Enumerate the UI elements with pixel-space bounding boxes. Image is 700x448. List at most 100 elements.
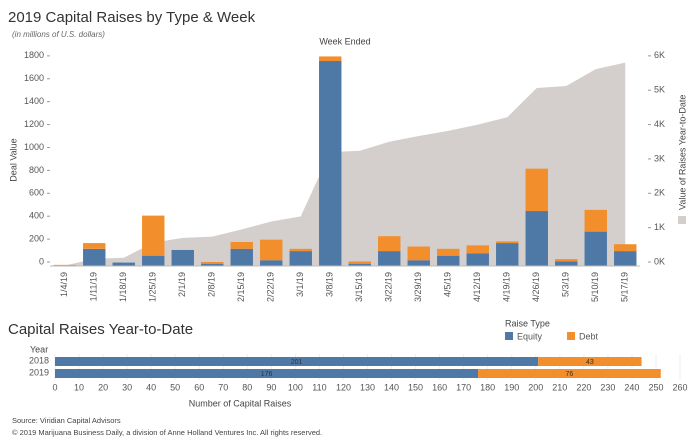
x-tick-label: 3/15/19 <box>354 272 364 302</box>
x-tick-label: 5/10/19 <box>590 272 600 302</box>
bar-segment <box>555 261 578 266</box>
chart-title: Capital Raises Year-to-Date <box>8 321 193 338</box>
x-tick-label: 3/1/19 <box>295 272 305 297</box>
x-axis-title: Week Ended <box>319 36 370 46</box>
x-tick-label: 260 <box>672 382 687 392</box>
y-tick-label: 2018 <box>29 355 49 365</box>
y-tick-label: 1200 <box>24 119 44 129</box>
x-tick-label: 2/1/19 <box>177 272 187 297</box>
data-label: 43 <box>586 359 594 366</box>
x-tick-label: 2/8/19 <box>207 272 217 297</box>
source-note: Source: Viridian Capital Advisors <box>12 416 121 425</box>
x-tick-label: 220 <box>576 382 591 392</box>
bar-segment <box>55 357 539 366</box>
chart-title: 2019 Capital Raises by Type & Week <box>8 9 256 26</box>
y2-tick-label: 6K <box>654 50 665 60</box>
x-tick-label: 160 <box>432 382 447 392</box>
legend-swatch <box>567 332 575 340</box>
x-tick-label: 50 <box>170 382 180 392</box>
bar-segment <box>525 211 548 266</box>
bar-segment <box>260 260 283 266</box>
bar-segment <box>260 239 283 261</box>
y-tick-label: 2019 <box>29 367 49 377</box>
bar-segment <box>83 243 106 249</box>
x-tick-label: 190 <box>504 382 519 392</box>
x-tick-label: 5/3/19 <box>561 272 571 297</box>
y2-tick-label: 3K <box>654 153 665 163</box>
x-tick-label: 2/15/19 <box>236 272 246 302</box>
bar-segment <box>437 248 460 256</box>
x-tick-label: 90 <box>266 382 276 392</box>
y-tick-label: 1800 <box>24 50 44 60</box>
x-tick-label: 4/12/19 <box>472 272 482 302</box>
y-tick-label: 0 <box>39 256 44 266</box>
y-tick-label: 600 <box>29 188 44 198</box>
x-tick-label: 240 <box>624 382 639 392</box>
bar-segment <box>230 241 253 249</box>
bar-segment <box>614 251 637 266</box>
y2-tick-label: 4K <box>654 119 665 129</box>
bar-segment <box>348 263 371 266</box>
bar-segment <box>466 253 489 266</box>
legend-swatch <box>678 216 686 224</box>
x-tick-label: 1/11/19 <box>89 272 99 301</box>
x-tick-label: 110 <box>312 382 326 392</box>
x-tick-label: 2/22/19 <box>266 272 276 302</box>
x-tick-label: 40 <box>146 382 156 392</box>
x-tick-label: 70 <box>218 382 228 392</box>
data-label: 176 <box>261 371 273 378</box>
x-tick-label: 10 <box>74 382 84 392</box>
y2-tick-label: 0K <box>654 256 665 266</box>
bar-segment <box>319 56 342 62</box>
bar-segment <box>478 369 661 378</box>
bar-segment <box>112 262 135 266</box>
bar-segment <box>584 231 607 266</box>
x-tick-label: 150 <box>408 382 423 392</box>
x-tick-label: 80 <box>242 382 252 392</box>
bar-segment <box>496 243 519 266</box>
bar-segment <box>525 168 548 212</box>
bar-segment <box>201 261 224 264</box>
x-tick-label: 180 <box>480 382 495 392</box>
bar-segment <box>53 264 76 266</box>
x-tick-label: 4/5/19 <box>443 272 453 297</box>
x-tick-label: 4/19/19 <box>502 272 512 302</box>
y-tick-label: 1400 <box>24 96 44 106</box>
bar-segment <box>407 246 430 261</box>
area <box>64 62 626 266</box>
x-tick-label: 120 <box>336 382 351 392</box>
x-tick-label: 1/4/19 <box>59 272 69 297</box>
bar-segment <box>289 248 312 252</box>
bar-segment <box>142 255 165 266</box>
bar-segment <box>555 259 578 262</box>
legend-label: Debt <box>579 331 599 341</box>
x-tick-label: 0 <box>52 382 57 392</box>
x-tick-label: 3/22/19 <box>384 272 394 302</box>
x-tick-label: 3/29/19 <box>413 272 423 302</box>
x-tick-label: 60 <box>194 382 204 392</box>
x-tick-label: 130 <box>360 382 375 392</box>
x-tick-label: 1/25/19 <box>148 272 158 302</box>
legend-label: Value of Raises Year-to-Date <box>677 95 687 210</box>
x-tick-label: 20 <box>98 382 108 392</box>
x-tick-label: 4/26/19 <box>531 272 541 302</box>
x-tick-label: 3/8/19 <box>325 272 335 297</box>
bar-segment <box>289 251 312 266</box>
x-tick-label: 5/17/19 <box>620 272 630 302</box>
legend-swatch <box>505 332 513 340</box>
x-tick-label: 170 <box>456 382 471 392</box>
bar-segment <box>378 236 401 252</box>
bar-segment <box>538 357 642 366</box>
x-tick-label: 140 <box>384 382 399 392</box>
bar-segment <box>378 251 401 266</box>
x-axis-title: Number of Capital Raises <box>189 398 292 408</box>
bar-segment <box>171 249 194 266</box>
data-label: 76 <box>566 371 574 378</box>
y-tick-label: 200 <box>29 233 44 243</box>
y-tick-label: 800 <box>29 165 44 175</box>
y-axis-title: Deal Value <box>8 138 18 181</box>
y-tick-label: 1600 <box>24 73 44 83</box>
bar-segment <box>142 215 165 256</box>
bar-segment <box>319 61 342 266</box>
